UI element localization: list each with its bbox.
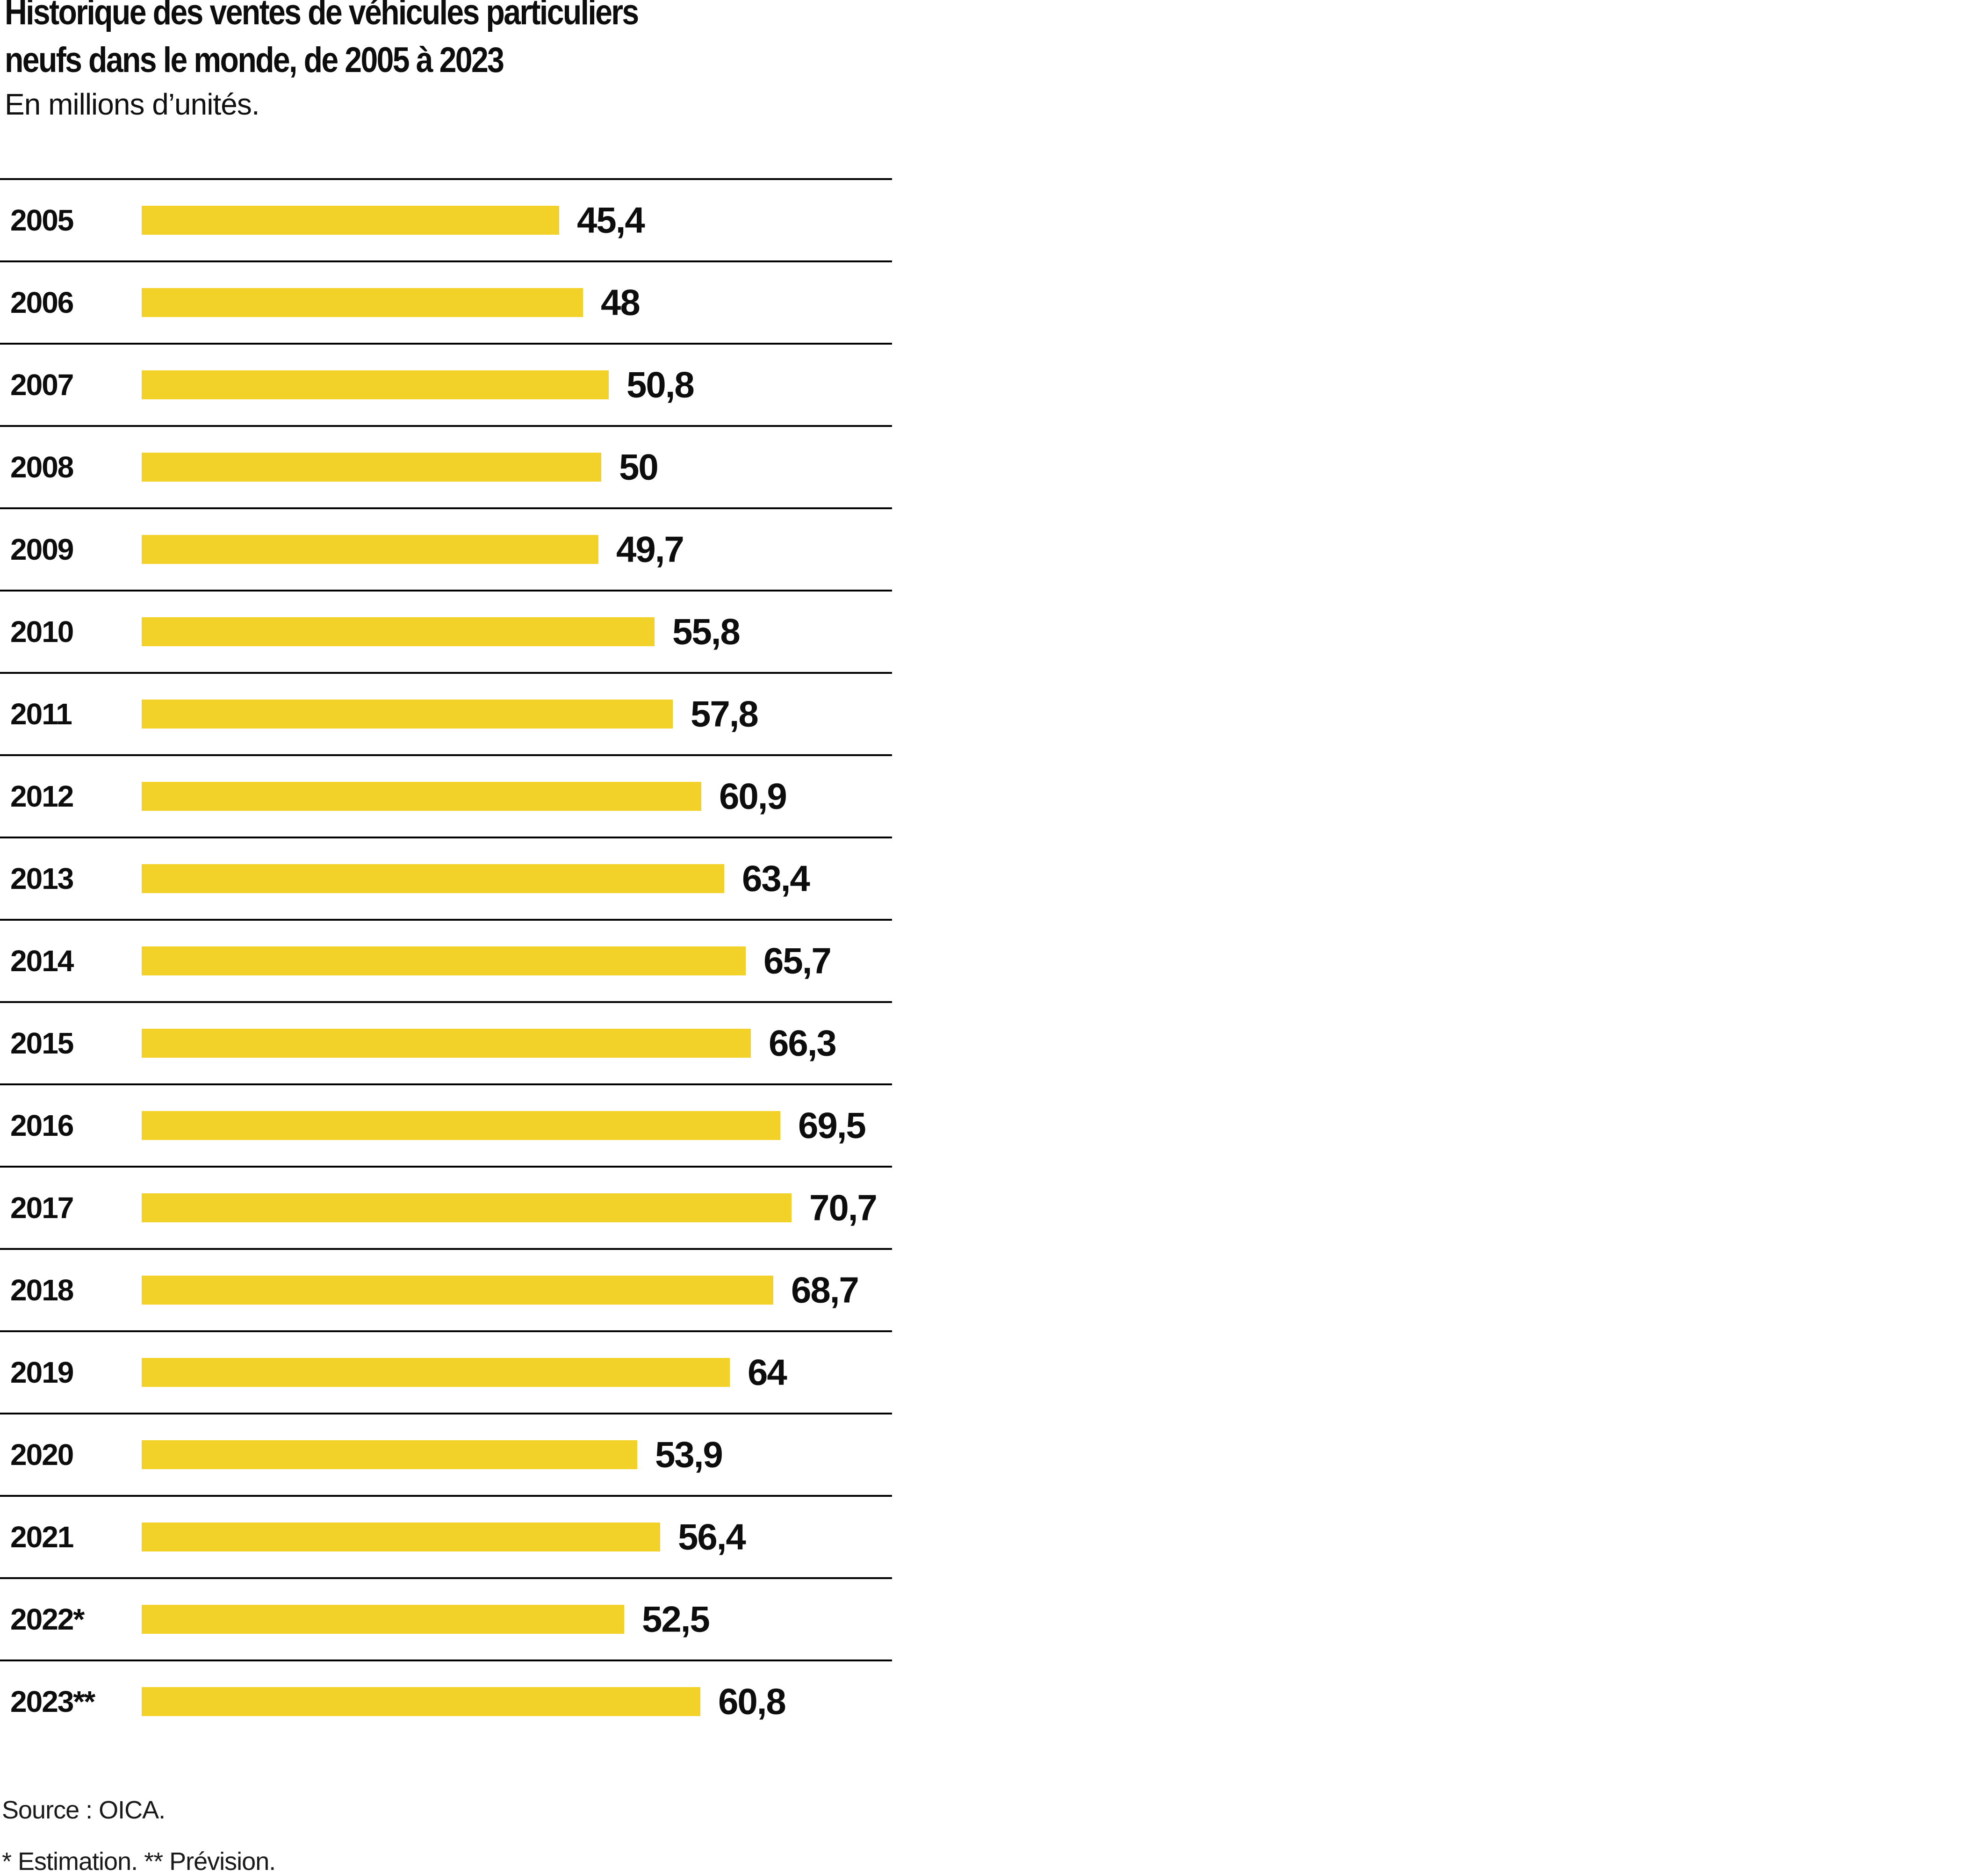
value-label: 55,8	[672, 611, 741, 652]
footnotes: * Estimation. ** Prévision.	[2, 1847, 276, 1876]
chart-row: 2019 64	[0, 1330, 892, 1413]
value-label: 50	[619, 446, 659, 488]
year-label: 2007	[10, 368, 74, 402]
year-label: 2019	[10, 1356, 74, 1389]
chart-row: 2007 50,8	[0, 343, 892, 425]
value-bar	[142, 782, 701, 811]
value-bar	[142, 1687, 700, 1716]
value-label: 52,5	[642, 1598, 710, 1640]
value-label: 45,4	[577, 199, 645, 241]
value-label: 65,7	[763, 940, 832, 981]
value-label: 60,9	[719, 775, 787, 817]
value-bar	[142, 370, 609, 399]
value-label: 64	[748, 1351, 787, 1393]
chart-title: Historique des ventes de véhicules parti…	[5, 0, 639, 84]
year-label: 2021	[10, 1520, 74, 1554]
chart-row: 2017 70,7	[0, 1166, 892, 1248]
source-note: Source : OICA.	[2, 1796, 166, 1824]
chart-row: 2011 57,8	[0, 672, 892, 754]
year-label: 2022*	[10, 1602, 85, 1636]
value-bar	[142, 1276, 773, 1305]
value-label: 69,5	[798, 1104, 866, 1146]
value-bar	[142, 206, 559, 235]
year-label: 2018	[10, 1273, 74, 1307]
value-label: 50,8	[626, 364, 695, 405]
value-bar	[142, 1605, 624, 1634]
value-bar	[142, 1029, 751, 1058]
value-bar	[142, 1111, 780, 1140]
chart-row: 2006 48	[0, 260, 892, 343]
chart-row: 2015 66,3	[0, 1001, 892, 1083]
chart-row: 2013 63,4	[0, 837, 892, 919]
value-bar	[142, 700, 673, 729]
value-bar	[142, 288, 583, 317]
value-label: 70,7	[809, 1187, 878, 1228]
value-bar	[142, 617, 655, 646]
value-label: 66,3	[769, 1022, 837, 1064]
year-label: 2011	[10, 697, 72, 731]
chart: 2005 45,4 2006 48 2007 50,8 2008 50 2009 49,7 2010…	[0, 178, 892, 1742]
year-label: 2010	[10, 615, 74, 649]
value-bar	[142, 453, 601, 482]
year-label: 2006	[10, 286, 74, 319]
value-label: 56,4	[678, 1516, 746, 1558]
chart-title-line2: neufs dans le monde, de 2005 à 2023	[5, 40, 504, 80]
value-label: 49,7	[616, 528, 684, 570]
chart-row: 2023** 60,8	[0, 1660, 892, 1742]
year-label: 2017	[10, 1191, 74, 1225]
chart-row: 2009 49,7	[0, 507, 892, 590]
value-label: 68,7	[791, 1269, 859, 1311]
value-label: 53,9	[655, 1434, 723, 1475]
value-bar	[142, 864, 724, 893]
value-bar	[142, 1522, 660, 1551]
year-label: 2015	[10, 1026, 74, 1060]
chart-row: 2012 60,9	[0, 754, 892, 837]
value-label: 63,4	[742, 858, 810, 899]
chart-row: 2021 56,4	[0, 1495, 892, 1577]
chart-row: 2020 53,9	[0, 1413, 892, 1495]
value-bar	[142, 1193, 792, 1222]
chart-row: 2010 55,8	[0, 590, 892, 672]
value-label: 60,8	[718, 1681, 786, 1722]
chart-row: 2016 69,5	[0, 1083, 892, 1166]
year-label: 2009	[10, 533, 74, 566]
chart-row: 2005 45,4	[0, 178, 892, 260]
value-bar	[142, 946, 746, 975]
chart-row: 2022* 52,5	[0, 1577, 892, 1660]
value-bar	[142, 1440, 637, 1469]
year-label: 2020	[10, 1438, 74, 1472]
chart-subtitle: En millions d’unités.	[5, 87, 260, 121]
value-label: 48	[601, 281, 641, 323]
year-label: 2023**	[10, 1685, 95, 1718]
value-bar	[142, 1358, 730, 1387]
chart-row: 2014 65,7	[0, 919, 892, 1001]
year-label: 2012	[10, 779, 74, 813]
chart-row: 2018 68,7	[0, 1248, 892, 1330]
value-bar	[142, 535, 598, 564]
value-label: 57,8	[691, 693, 759, 735]
chart-title-line1: Historique des ventes de véhicules parti…	[5, 0, 639, 32]
year-label: 2005	[10, 203, 74, 237]
year-label: 2013	[10, 862, 74, 895]
year-label: 2016	[10, 1109, 74, 1142]
year-label: 2008	[10, 450, 74, 484]
year-label: 2014	[10, 944, 74, 978]
chart-row: 2008 50	[0, 425, 892, 507]
